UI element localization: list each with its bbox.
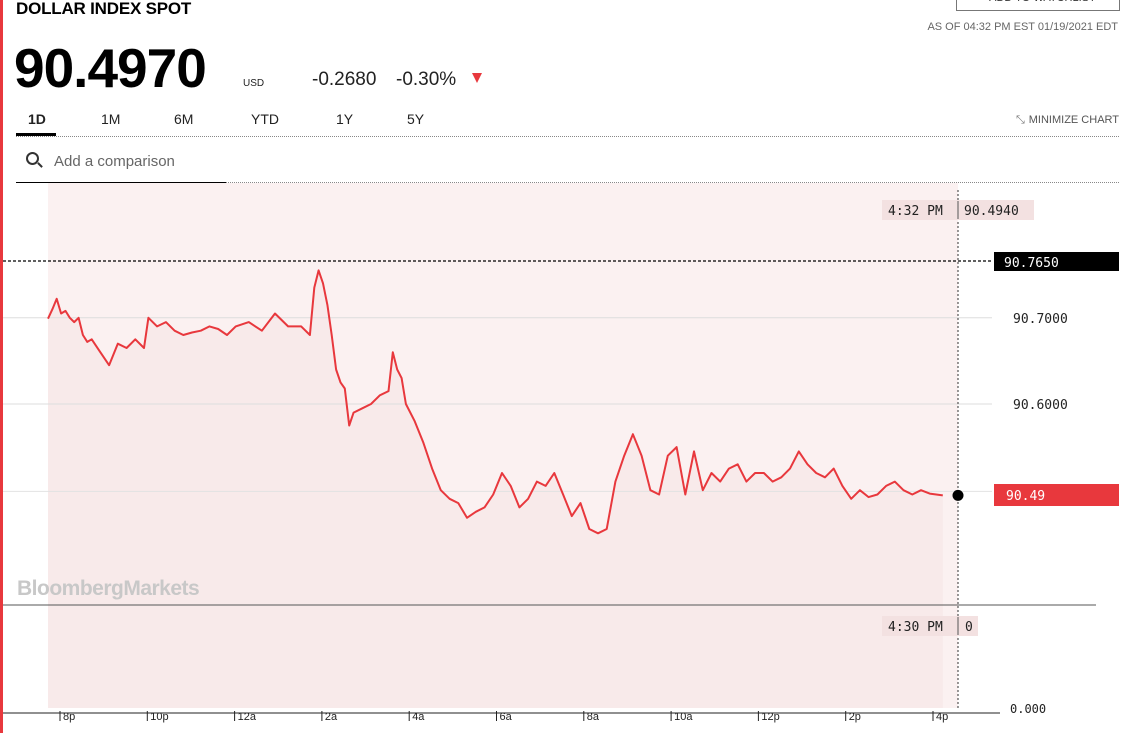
- x-axis-label: 6a: [500, 711, 513, 723]
- tab-1y[interactable]: 1Y: [336, 111, 354, 127]
- x-axis-label: 12a: [238, 711, 257, 723]
- x-axis-label: 4p: [936, 711, 948, 723]
- volume-crosshair-value: 0: [965, 620, 973, 635]
- price-line: [47, 269, 943, 535]
- x-axis-label: 12p: [761, 711, 779, 723]
- crosshair-time: 4:32 PM: [888, 204, 943, 219]
- header-divider: [226, 182, 1119, 183]
- tab-1d[interactable]: 1D: [28, 111, 46, 127]
- last-price-dot: [952, 489, 964, 501]
- chart-gridlines: 90.7000 90.6000: [3, 312, 1068, 492]
- last-price-label: 90.49: [1006, 489, 1045, 504]
- time-range-tabs: 1D 1M 6M YTD 1Y 5Y ⤡ MINIMIZE CHART: [16, 104, 1119, 137]
- minimize-icon: ⤡: [1015, 114, 1025, 126]
- volume-crosshair-time: 4:30 PM: [888, 620, 943, 635]
- instrument-title: DOLLAR INDEX SPOT: [16, 0, 192, 18]
- high-price-box: [994, 252, 1119, 271]
- search-icon: [26, 152, 39, 165]
- x-axis-label: 8a: [587, 711, 600, 723]
- x-axis-label: 2a: [325, 711, 338, 723]
- tab-6m[interactable]: 6M: [174, 111, 194, 127]
- tab-ytd[interactable]: YTD: [251, 111, 279, 127]
- current-price: 90.4970: [14, 37, 207, 99]
- x-axis: 8p 10p 12a 2a 4a 6a 8a 10a 12p 2p 4p: [3, 711, 1000, 723]
- tab-1m[interactable]: 1M: [101, 111, 121, 127]
- high-price-label: 90.7650: [1004, 256, 1059, 271]
- minimize-chart-button[interactable]: ⤡ MINIMIZE CHART: [1016, 114, 1119, 127]
- bloomberg-watermark: BloombergMarkets: [17, 577, 199, 600]
- y-axis-label: 90.6000: [1013, 398, 1068, 413]
- x-axis-label: 4a: [412, 711, 425, 723]
- volume-tooltip: [882, 616, 978, 636]
- active-tab-indicator: [16, 133, 56, 136]
- price-change: -0.2680: [312, 69, 377, 90]
- as-of-timestamp: AS OF 04:32 PM EST 01/19/2021 EDT: [927, 21, 1118, 33]
- down-arrow-icon: [472, 73, 482, 83]
- price-change-percent: -0.30%: [396, 69, 457, 90]
- add-to-watchlist-button[interactable]: + ADD TO WATCHLIST: [956, 0, 1120, 11]
- comparison-search-input[interactable]: [52, 149, 226, 173]
- volume-axis-label: 0.000: [1010, 702, 1046, 716]
- y-axis-label: 90.7000: [1013, 312, 1068, 327]
- x-axis-label: 2p: [849, 711, 861, 723]
- comparison-search: [16, 140, 226, 183]
- minimize-chart-label: MINIMIZE CHART: [1028, 114, 1119, 126]
- currency-label: USD: [243, 78, 265, 89]
- tab-5y[interactable]: 5Y: [407, 111, 425, 127]
- x-axis-label: 10a: [674, 711, 693, 723]
- last-price-box: [994, 484, 1119, 506]
- x-axis-label: 8p: [63, 711, 75, 723]
- left-accent-bar: [0, 0, 3, 733]
- x-axis-label: 10p: [150, 711, 168, 723]
- crosshair-value: 90.4940: [964, 204, 1019, 219]
